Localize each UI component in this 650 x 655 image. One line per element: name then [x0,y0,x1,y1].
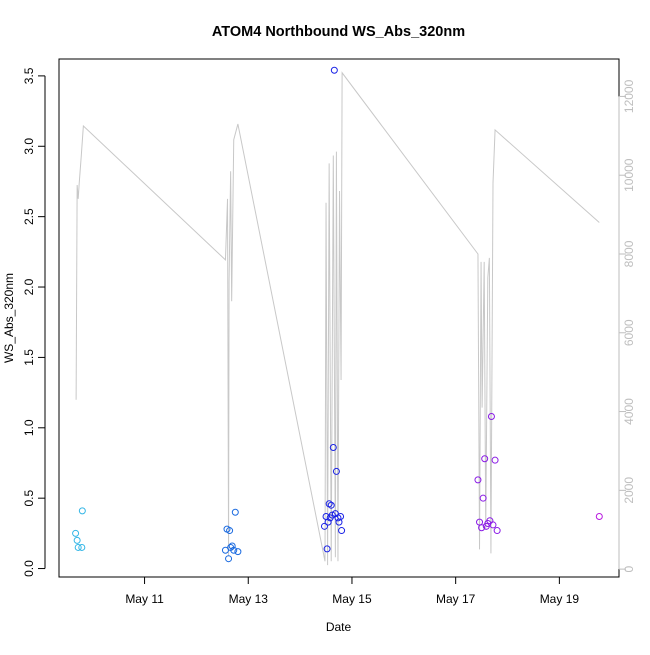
x-axis: May 11 May 13 May 15 May 17 May 19 [125,577,579,606]
data-point [320,522,328,530]
y-tick-label: 3.0 [22,138,36,155]
y-tick-label: 0.5 [22,490,36,507]
x-axis-label: Date [326,620,352,634]
points-layer [72,66,603,563]
data-point [231,508,239,516]
x-tick-label: May 19 [540,592,580,606]
y-tick-label: 1.0 [22,419,36,436]
y-axis: 0.0 0.5 1.0 1.5 2.0 2.5 3.0 3.5 [22,67,46,577]
y-axis-label: WS_Abs_320nm [2,273,16,363]
data-point [478,524,486,532]
data-point [332,467,340,475]
data-point [228,542,236,550]
x-tick-label: May 11 [125,592,164,606]
data-point [493,527,501,535]
data-point [491,456,499,464]
data-point [481,455,489,463]
data-point [479,494,487,502]
x-tick-label: May 13 [229,592,269,606]
data-point [73,536,81,544]
chart-title: ATOM4 Northbound WS_Abs_320nm [212,24,465,40]
data-point [489,521,497,529]
data-point [338,527,346,535]
data-point [329,444,337,451]
data-point [595,512,603,520]
y2-tick-label: 0 [622,565,636,572]
secondary-y-axis: 0 2000 4000 6000 8000 10000 12000 [618,79,636,572]
data-point [72,529,80,537]
y2-tick-label: 8000 [622,240,636,267]
data-point [221,546,229,554]
x-tick-label: May 15 [332,592,372,606]
data-point [323,545,331,553]
data-point [487,413,495,421]
y-tick-label: 3.5 [22,67,36,84]
data-point [330,66,338,74]
y2-tick-label: 4000 [622,398,636,425]
data-point [226,527,234,535]
data-point [474,476,482,484]
secondary-line-layer [75,71,600,566]
y2-tick-label: 10000 [622,158,636,192]
data-point [78,507,86,515]
y-tick-label: 1.5 [22,349,36,366]
y2-tick-label: 12000 [622,79,636,113]
data-point [327,501,335,509]
data-point [78,543,86,551]
x-tick-label: May 17 [436,592,476,606]
data-point [225,555,233,563]
data-point [325,500,333,508]
y-tick-label: 2.0 [22,278,36,295]
secondary-series-line [75,71,600,566]
y2-tick-label: 6000 [622,319,636,346]
y-tick-label: 0.0 [22,560,36,577]
y-tick-label: 2.5 [22,208,36,225]
data-point [74,543,82,551]
y2-tick-label: 2000 [622,477,636,504]
data-point [234,548,242,556]
data-point [337,512,345,520]
data-point [230,546,238,554]
data-point [324,518,332,526]
